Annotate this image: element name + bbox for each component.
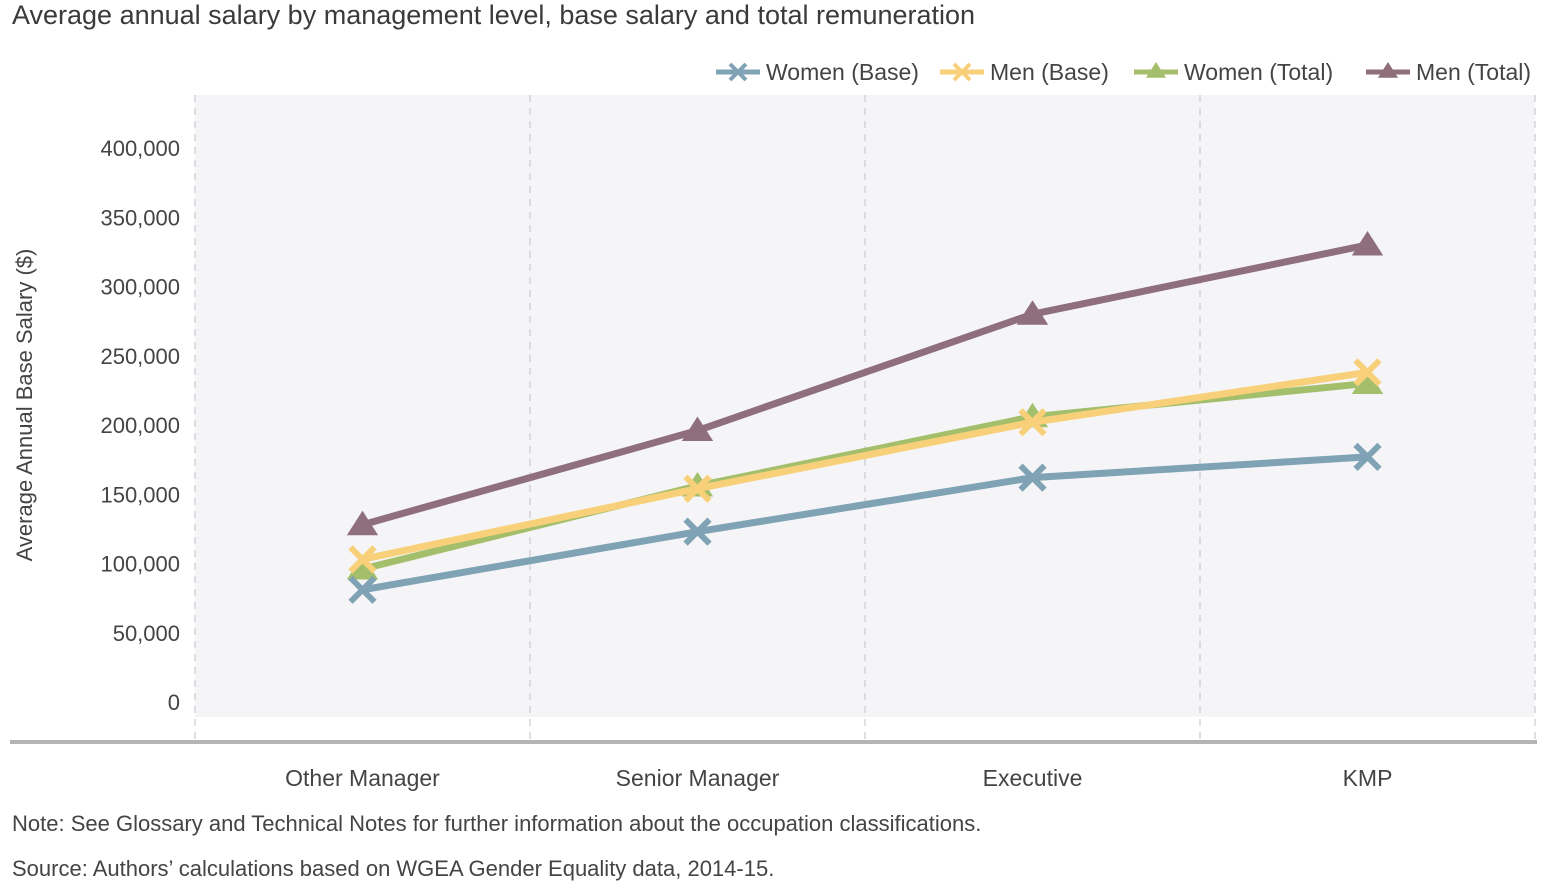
legend: Women (Base) Men (Base) Women (Total) Men (…: [716, 59, 1531, 85]
vertical-gridlines: [194, 95, 1536, 742]
x-axis-category-labels: Other Manager Senior Manager Executive KMP: [285, 765, 1392, 791]
data-point: [348, 575, 377, 604]
data-point: [681, 416, 714, 442]
note-text: Note: See Glossary and Technical Notes f…: [12, 811, 981, 836]
legend-marker: [728, 62, 748, 82]
x-tick-label: Senior Manager: [616, 765, 780, 791]
data-point: [1351, 230, 1384, 256]
legend-label: Men (Base): [990, 59, 1109, 85]
x-tick-label: Other Manager: [285, 765, 440, 791]
y-tick-label: 200,000: [100, 413, 180, 438]
plot-area: [195, 95, 1535, 717]
legend-label: Women (Total): [1184, 59, 1333, 85]
data-point: [346, 555, 379, 580]
legend-marker: [1145, 62, 1167, 78]
data-point: [1018, 408, 1047, 437]
y-tick-label: 350,000: [100, 205, 180, 230]
data-point: [1353, 442, 1382, 471]
legend-item: Women (Base): [716, 59, 919, 85]
series-men-base: [348, 358, 1382, 574]
legend-item: Women (Total): [1134, 59, 1333, 85]
data-series: [346, 230, 1384, 604]
y-tick-label: 400,000: [100, 136, 180, 161]
x-tick-label: KMP: [1343, 765, 1393, 791]
legend-marker: [1377, 62, 1399, 78]
y-tick-label: 150,000: [100, 482, 180, 507]
legend-item: Men (Total): [1366, 59, 1531, 85]
legend-item: Men (Base): [940, 59, 1109, 85]
x-tick-label: Executive: [983, 765, 1083, 791]
legend-marker: [952, 62, 972, 82]
legend-label: Men (Total): [1416, 59, 1531, 85]
y-tick-label: 300,000: [100, 275, 180, 300]
series-men-total: [346, 230, 1384, 536]
data-point: [346, 510, 379, 536]
data-point: [1018, 463, 1047, 492]
source-text: Source: Authors’ calculations based on W…: [12, 856, 774, 881]
y-tick-label: 100,000: [100, 552, 180, 577]
y-tick-label: 50,000: [113, 621, 180, 646]
y-axis-tick-labels: 0 50,000 100,000 150,000 200,000 250,000 300,0…: [100, 136, 180, 715]
data-point: [1351, 369, 1384, 394]
y-tick-label: 0: [168, 690, 180, 715]
legend-label: Women (Base): [766, 59, 919, 85]
data-point: [683, 474, 712, 503]
data-point: [348, 545, 377, 574]
series-women-base: [348, 442, 1382, 604]
y-axis-label: Average Annual Base Salary ($): [12, 249, 37, 562]
chart-title: Average annual salary by management leve…: [12, 0, 975, 30]
series-line: [361, 453, 1368, 594]
series-line: [361, 368, 1369, 563]
y-tick-label: 250,000: [100, 344, 180, 369]
series-line: [361, 241, 1369, 529]
data-point: [1016, 300, 1049, 325]
data-point: [683, 517, 712, 546]
data-point: [1353, 358, 1382, 387]
